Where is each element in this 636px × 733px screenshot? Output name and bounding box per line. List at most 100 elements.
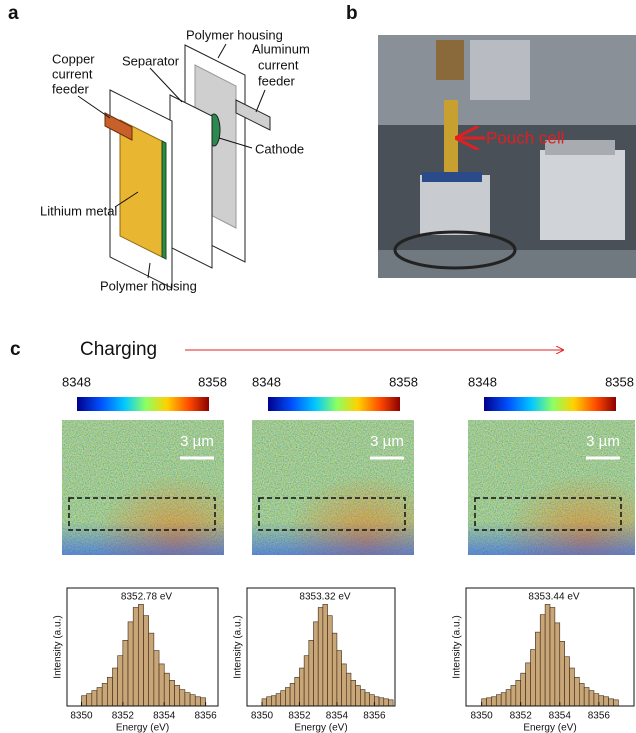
histogram-bar <box>299 667 305 707</box>
x-tick-label: 8350 <box>471 711 494 722</box>
x-axis-label: Energy (eV) <box>523 723 576 733</box>
histogram-bar <box>122 640 129 707</box>
label: Lithium metal <box>40 203 117 218</box>
x-tick-label: 8356 <box>588 711 611 722</box>
map-edge <box>62 420 224 555</box>
panel-label: c <box>10 339 21 360</box>
label: feeder <box>258 73 296 88</box>
x-axis-label: Energy (eV) <box>294 723 347 733</box>
x-axis-label: Energy (eV) <box>116 723 169 733</box>
histogram-bar <box>266 696 272 707</box>
x-tick-label: 8356 <box>194 711 217 722</box>
histogram-bar <box>132 607 139 707</box>
histogram-bar <box>544 604 551 707</box>
histogram-bar <box>158 663 165 707</box>
histogram-bar <box>313 621 319 707</box>
histogram-bar <box>294 676 300 707</box>
colorbar-min-label: 8348 <box>252 374 281 389</box>
histogram-bar <box>174 685 181 707</box>
histogram-bar <box>583 687 590 707</box>
histogram-bar <box>200 697 206 707</box>
histogram-bar <box>317 607 324 707</box>
colorbar-min-label: 8348 <box>468 374 497 389</box>
peak-label: 8353.44 eV <box>528 592 579 603</box>
histogram-bar <box>112 667 118 707</box>
histogram-bar <box>194 696 201 707</box>
x-tick-label: 8350 <box>251 711 274 722</box>
histogram-bar <box>579 683 585 707</box>
colorbar-max-label: 8358 <box>198 374 227 389</box>
histogram-bar <box>341 663 347 707</box>
histogram-bar <box>127 621 134 707</box>
histogram-bar <box>535 631 541 707</box>
histogram-bar <box>608 698 614 707</box>
roi-box <box>68 497 216 531</box>
histogram-bar <box>350 680 356 707</box>
histogram-bar <box>613 699 619 707</box>
histogram-bar <box>525 662 531 707</box>
histogram-bar <box>593 693 600 707</box>
histogram-bar <box>486 697 492 707</box>
map-edge <box>468 420 635 555</box>
label: current <box>258 57 299 72</box>
histogram-bar <box>331 632 338 707</box>
colorbar <box>77 397 209 411</box>
histogram-bar <box>308 640 314 707</box>
histogram-bar <box>515 680 521 707</box>
histogram-bar <box>554 622 561 707</box>
colorbar-max-label: 8358 <box>605 374 634 389</box>
histogram-bar <box>96 687 103 707</box>
label: Polymer housing <box>186 27 283 42</box>
plot-frame <box>246 587 396 707</box>
panel-label: a <box>8 3 19 24</box>
histogram-bar <box>378 697 385 707</box>
histogram-bar <box>355 685 361 707</box>
histogram-bar <box>303 655 310 707</box>
x-tick-label: 8352 <box>510 711 533 722</box>
histogram-bar <box>184 692 191 707</box>
histogram-bar <box>559 641 565 707</box>
scale-bar-label: 3 µm <box>180 433 214 450</box>
label: Separator <box>122 53 180 68</box>
scale-bar-label: 3 µm <box>586 433 620 450</box>
histogram-bar <box>598 695 605 707</box>
histogram-bar <box>520 672 526 707</box>
panel-label: b <box>346 3 358 24</box>
histogram-bar <box>327 615 333 707</box>
photo <box>378 35 636 278</box>
map-edge <box>252 420 414 555</box>
plot-frame <box>465 587 635 707</box>
x-tick-label: 8354 <box>549 711 572 722</box>
histogram-bar <box>153 650 160 707</box>
title: Charging <box>80 339 157 360</box>
label: Polymer housing <box>100 278 197 293</box>
histogram-bar <box>163 672 170 707</box>
leader-lines <box>77 43 266 279</box>
histogram-bar <box>271 695 277 707</box>
histogram-bar <box>117 655 124 707</box>
annotation: Pouch cell <box>486 128 564 147</box>
histogram-bar <box>569 667 575 707</box>
histogram-bar <box>138 604 144 707</box>
histogram-bar <box>530 649 536 707</box>
colorbar <box>268 397 400 411</box>
histogram-bar <box>101 683 108 707</box>
histogram-bar <box>169 680 175 707</box>
cell-diagram <box>104 44 271 289</box>
histogram-bar <box>500 692 507 707</box>
scale-bar-label: 3 µm <box>370 433 404 450</box>
colorbar <box>484 397 616 411</box>
x-tick-label: 8350 <box>70 711 93 722</box>
histogram-bar <box>322 604 328 707</box>
histogram-bar <box>374 696 380 707</box>
label: current <box>52 66 93 81</box>
histogram-bar <box>189 694 196 707</box>
histogram-bar <box>481 698 487 707</box>
histogram-bar <box>179 689 186 707</box>
histogram-bar <box>574 676 580 707</box>
histogram-bar <box>345 672 352 707</box>
x-tick-label: 8352 <box>288 711 311 722</box>
colorbar-max-label: 8358 <box>389 374 418 389</box>
